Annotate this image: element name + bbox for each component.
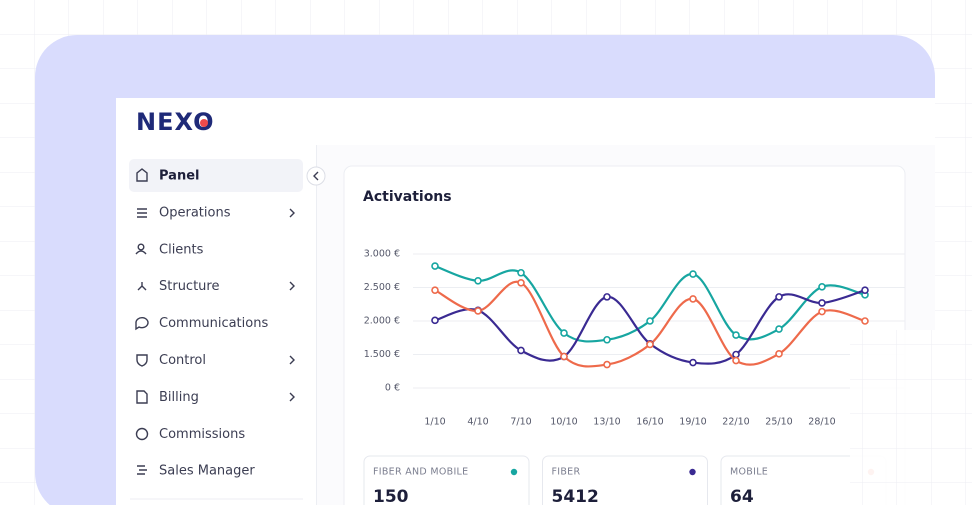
chart-title: Activations [363, 189, 452, 205]
data-point [474, 307, 482, 315]
overlay-grid [850, 330, 935, 505]
nav-item[interactable]: Commissions [159, 427, 245, 442]
x-tick-label: 22/10 [722, 417, 749, 428]
nav-item[interactable]: Billing [159, 390, 199, 405]
chevron [289, 392, 295, 402]
y-tick-label: 2.500 € [364, 282, 400, 293]
data-point [517, 279, 525, 287]
icon-sales [137, 465, 147, 475]
icon-shield [136, 354, 148, 367]
nav-item[interactable]: Panel [159, 169, 199, 184]
y-tick-label: 1.500 € [364, 349, 400, 360]
x-tick-label: 7/10 [510, 417, 531, 428]
data-point [818, 307, 826, 316]
data-point [732, 350, 740, 359]
nav: Panel Operations Clients Structure Communica… [159, 169, 268, 479]
y-tick-label: 3.000 € [364, 249, 400, 260]
data-point [689, 358, 697, 367]
data-point [775, 350, 783, 358]
nav-item[interactable]: Structure [159, 279, 219, 294]
card-dot [510, 468, 518, 476]
nav-item[interactable]: Communications [159, 316, 268, 331]
icon-doc [136, 390, 148, 404]
card-value: 5412 [552, 487, 599, 505]
logo-dot [200, 119, 208, 127]
nav-item[interactable]: Clients [159, 242, 204, 257]
collapse-icon [313, 171, 319, 181]
data-point [431, 316, 439, 325]
chevron [289, 281, 295, 291]
nav-item[interactable]: Sales Manager [159, 464, 255, 479]
x-tick-label: 25/10 [765, 417, 792, 428]
data-point [861, 286, 869, 294]
nav-chevrons [289, 208, 295, 402]
data-point [861, 317, 869, 325]
card-label: FIBER [552, 467, 581, 478]
data-point [431, 262, 439, 270]
data-point [603, 335, 611, 344]
data-point [517, 346, 525, 355]
x-tick-label: 16/10 [636, 417, 663, 428]
data-point [775, 293, 783, 301]
icon-users [137, 243, 145, 251]
nav-active-bg [129, 159, 303, 192]
data-point [560, 352, 568, 361]
data-point [689, 295, 697, 303]
y-tick-label: 0 € [385, 383, 400, 394]
card-value: 150 [373, 487, 409, 505]
data-point [431, 286, 439, 294]
data-point [474, 276, 482, 285]
data-point [732, 331, 740, 339]
nav-icons [135, 168, 149, 475]
app-window: NEXO PanelOperationsClientsStructureComm… [116, 98, 935, 505]
icon-home [136, 168, 148, 182]
data-point [818, 283, 826, 291]
data-point [603, 293, 611, 301]
data-point [689, 270, 697, 278]
data-point [775, 325, 783, 333]
nav-item[interactable]: Operations [159, 205, 231, 220]
card-label: FIBER AND MOBILE [373, 467, 468, 478]
x-tick-label: 4/10 [467, 417, 488, 428]
x-tick-label: 28/10 [808, 417, 835, 428]
card-dot [689, 468, 696, 476]
x-tick-label: 1/10 [424, 417, 445, 428]
collapse-button[interactable] [306, 166, 326, 186]
data-point [603, 360, 611, 369]
x-tick-label: 13/10 [593, 417, 620, 428]
chart: 3.000 € 2.500 € 2.000 € 1.500 € 0 € 1/10 4/10 7… [364, 249, 905, 428]
data-point [732, 356, 740, 365]
summary-card [363, 455, 530, 505]
y-tick-label: 2.000 € [364, 316, 400, 327]
icon-chat [135, 316, 149, 331]
icon-structure [137, 282, 147, 291]
x-tick-label: 10/10 [550, 417, 577, 428]
icon-users-body [135, 250, 147, 255]
summary-card [542, 455, 708, 505]
data-point [646, 340, 654, 349]
card-label: MOBILE [730, 467, 768, 478]
data-point [646, 317, 654, 325]
chevron [289, 355, 295, 365]
chevron [289, 208, 295, 218]
x-tick-label: 19/10 [679, 417, 706, 428]
data-point [517, 268, 525, 277]
nav-item[interactable]: Control [159, 353, 206, 368]
summary-cards: FIBER AND MOBILE 150 FIBER 5412 MOBILE 64 [363, 455, 887, 505]
icon-list [137, 208, 147, 218]
card-value: 64 [730, 487, 754, 505]
data-point [818, 299, 826, 307]
data-point [560, 329, 568, 337]
icon-commission [135, 427, 149, 441]
